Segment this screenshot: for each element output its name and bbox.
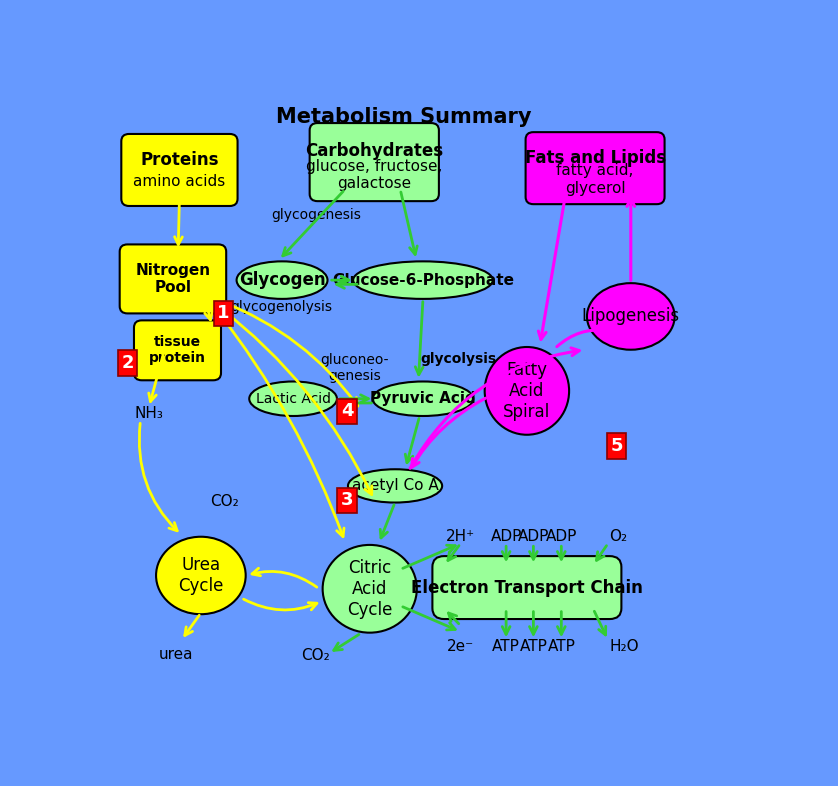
Text: Glycogen: Glycogen bbox=[239, 271, 325, 289]
FancyBboxPatch shape bbox=[607, 433, 626, 459]
Text: ATP: ATP bbox=[547, 639, 575, 655]
Text: CO₂: CO₂ bbox=[210, 494, 240, 509]
Text: Urea
Cycle: Urea Cycle bbox=[178, 556, 224, 595]
Text: amino acids: amino acids bbox=[133, 174, 225, 189]
Ellipse shape bbox=[249, 381, 337, 416]
Text: Fats and Lipids: Fats and Lipids bbox=[525, 149, 665, 167]
Text: Lipogenesis: Lipogenesis bbox=[582, 307, 680, 325]
FancyBboxPatch shape bbox=[310, 123, 439, 201]
Text: tissue
protein: tissue protein bbox=[149, 335, 206, 365]
Text: acetyl Co A: acetyl Co A bbox=[352, 479, 438, 494]
Ellipse shape bbox=[373, 381, 473, 416]
Text: Citric
Acid
Cycle: Citric Acid Cycle bbox=[347, 559, 392, 619]
Ellipse shape bbox=[348, 469, 442, 502]
Text: ADP: ADP bbox=[546, 529, 577, 544]
Text: 2e⁻: 2e⁻ bbox=[447, 639, 474, 655]
Text: CO₂: CO₂ bbox=[302, 648, 330, 663]
Text: Lactic Acid: Lactic Acid bbox=[256, 391, 330, 406]
Text: ATP: ATP bbox=[520, 639, 547, 655]
Text: Pyruvic Acid: Pyruvic Acid bbox=[370, 391, 476, 406]
Text: fatty acid,
glycerol: fatty acid, glycerol bbox=[556, 163, 634, 196]
Text: 1: 1 bbox=[217, 304, 230, 322]
Text: 2: 2 bbox=[122, 354, 134, 372]
FancyBboxPatch shape bbox=[214, 301, 233, 326]
Text: 4: 4 bbox=[341, 402, 354, 421]
FancyBboxPatch shape bbox=[134, 321, 221, 380]
Text: Electron Transport Chain: Electron Transport Chain bbox=[411, 578, 643, 597]
Text: Nitrogen
Pool: Nitrogen Pool bbox=[136, 263, 210, 295]
Ellipse shape bbox=[236, 262, 328, 299]
Text: Carbohydrates: Carbohydrates bbox=[305, 142, 443, 160]
Ellipse shape bbox=[353, 262, 493, 299]
Text: glycolysis: glycolysis bbox=[421, 352, 497, 366]
FancyBboxPatch shape bbox=[120, 244, 226, 314]
Text: 3: 3 bbox=[341, 491, 354, 509]
Text: H₂O: H₂O bbox=[609, 639, 639, 655]
Text: Glucose-6-Phosphate: Glucose-6-Phosphate bbox=[332, 273, 514, 288]
Text: 2H⁺: 2H⁺ bbox=[446, 529, 475, 544]
Text: 5: 5 bbox=[610, 437, 623, 455]
FancyBboxPatch shape bbox=[337, 399, 357, 424]
Text: glycogenesis: glycogenesis bbox=[271, 208, 360, 222]
Text: Metabolism Summary: Metabolism Summary bbox=[276, 107, 531, 127]
Text: Fatty
Acid
Spiral: Fatty Acid Spiral bbox=[504, 361, 551, 421]
Text: ATP: ATP bbox=[492, 639, 520, 655]
FancyBboxPatch shape bbox=[432, 556, 622, 619]
Text: gluconeo-
genesis: gluconeo- genesis bbox=[321, 353, 389, 383]
Text: NH₃: NH₃ bbox=[134, 406, 163, 421]
Text: ADP: ADP bbox=[490, 529, 522, 544]
Ellipse shape bbox=[323, 545, 416, 633]
Text: Proteins: Proteins bbox=[140, 151, 219, 169]
Ellipse shape bbox=[484, 347, 569, 435]
FancyBboxPatch shape bbox=[117, 351, 137, 376]
Text: glucose, fructose,
galactose: glucose, fructose, galactose bbox=[306, 159, 442, 191]
Text: urea: urea bbox=[159, 647, 194, 662]
Text: O₂: O₂ bbox=[608, 529, 627, 544]
Text: glycogenolysis: glycogenolysis bbox=[230, 299, 333, 314]
Ellipse shape bbox=[587, 283, 675, 350]
Text: ADP: ADP bbox=[518, 529, 549, 544]
Ellipse shape bbox=[156, 537, 246, 614]
FancyBboxPatch shape bbox=[122, 134, 237, 206]
FancyBboxPatch shape bbox=[337, 487, 357, 513]
FancyBboxPatch shape bbox=[525, 132, 665, 204]
